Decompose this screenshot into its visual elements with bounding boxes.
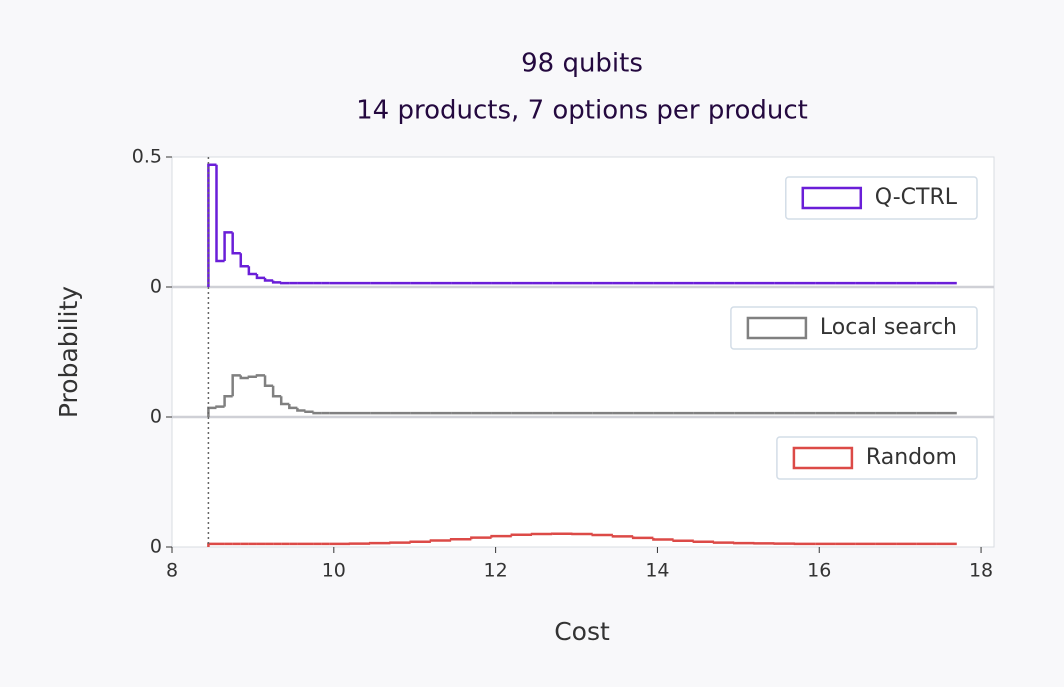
legend: Random (776, 436, 978, 480)
histogram-step (304, 410, 314, 414)
chart-subtitle: 14 products, 7 options per product (356, 96, 808, 126)
chart-title: 98 qubits (521, 49, 643, 79)
plot-area (171, 156, 995, 548)
histogram-step (591, 533, 613, 537)
legend-label: Q-CTRL (875, 185, 958, 210)
histogram-step (215, 164, 225, 263)
histogram-step (312, 411, 322, 415)
histogram-step (429, 539, 452, 542)
histogram-step (692, 540, 715, 544)
legend: Local search (730, 306, 978, 350)
histogram-step (279, 281, 290, 285)
histogram-step (207, 163, 217, 287)
histogram-step (271, 385, 282, 398)
histogram-step (490, 534, 512, 538)
legend-label: Random (866, 445, 957, 470)
y-tick-label: 0.5 (132, 146, 162, 168)
histogram-step (510, 533, 533, 537)
legend-swatch (792, 446, 854, 470)
histogram-step (296, 407, 306, 412)
histogram-step (672, 539, 694, 543)
histogram-step (611, 535, 634, 538)
histogram-step (223, 231, 233, 261)
histogram-step (449, 537, 472, 541)
x-tick-label: 8 (166, 560, 178, 582)
histogram-step (231, 374, 241, 397)
x-tick-label: 16 (807, 560, 831, 582)
histogram-step (215, 405, 225, 408)
histogram-step (712, 541, 735, 544)
legend-swatch (801, 186, 863, 210)
histogram-step (263, 375, 274, 388)
x-axis-label: Cost (554, 617, 610, 646)
histogram-step (255, 374, 266, 377)
x-tick-label: 10 (322, 560, 346, 582)
histogram-step (263, 277, 274, 282)
histogram-step (652, 537, 674, 541)
histogram-step (530, 532, 553, 536)
histogram-step (247, 266, 257, 276)
legend-label: Local search (820, 315, 957, 340)
histogram-step (223, 394, 233, 407)
histogram-step (247, 375, 257, 378)
x-tick-label: 18 (969, 560, 993, 582)
histogram-step (239, 375, 249, 380)
x-tick-label: 12 (484, 560, 508, 582)
y-tick-label: 0 (150, 406, 162, 428)
histogram-step (631, 536, 654, 540)
histogram-step (409, 540, 431, 544)
histogram-step (389, 541, 411, 544)
y-axis-label: Probability (54, 286, 83, 418)
histogram-step (231, 232, 241, 255)
y-tick-label: 0 (150, 536, 162, 558)
legend: Q-CTRL (785, 176, 978, 220)
x-tick-label: 14 (645, 560, 669, 582)
legend-swatch (746, 316, 808, 340)
histogram-step (279, 396, 290, 406)
histogram-step (368, 541, 391, 545)
histogram-step (255, 274, 266, 280)
histogram-step (733, 541, 755, 545)
histogram-step (288, 404, 298, 410)
histogram-step (470, 536, 492, 540)
histogram-step (271, 280, 282, 284)
histogram-step (239, 253, 249, 268)
y-tick-label: 0 (150, 276, 162, 298)
